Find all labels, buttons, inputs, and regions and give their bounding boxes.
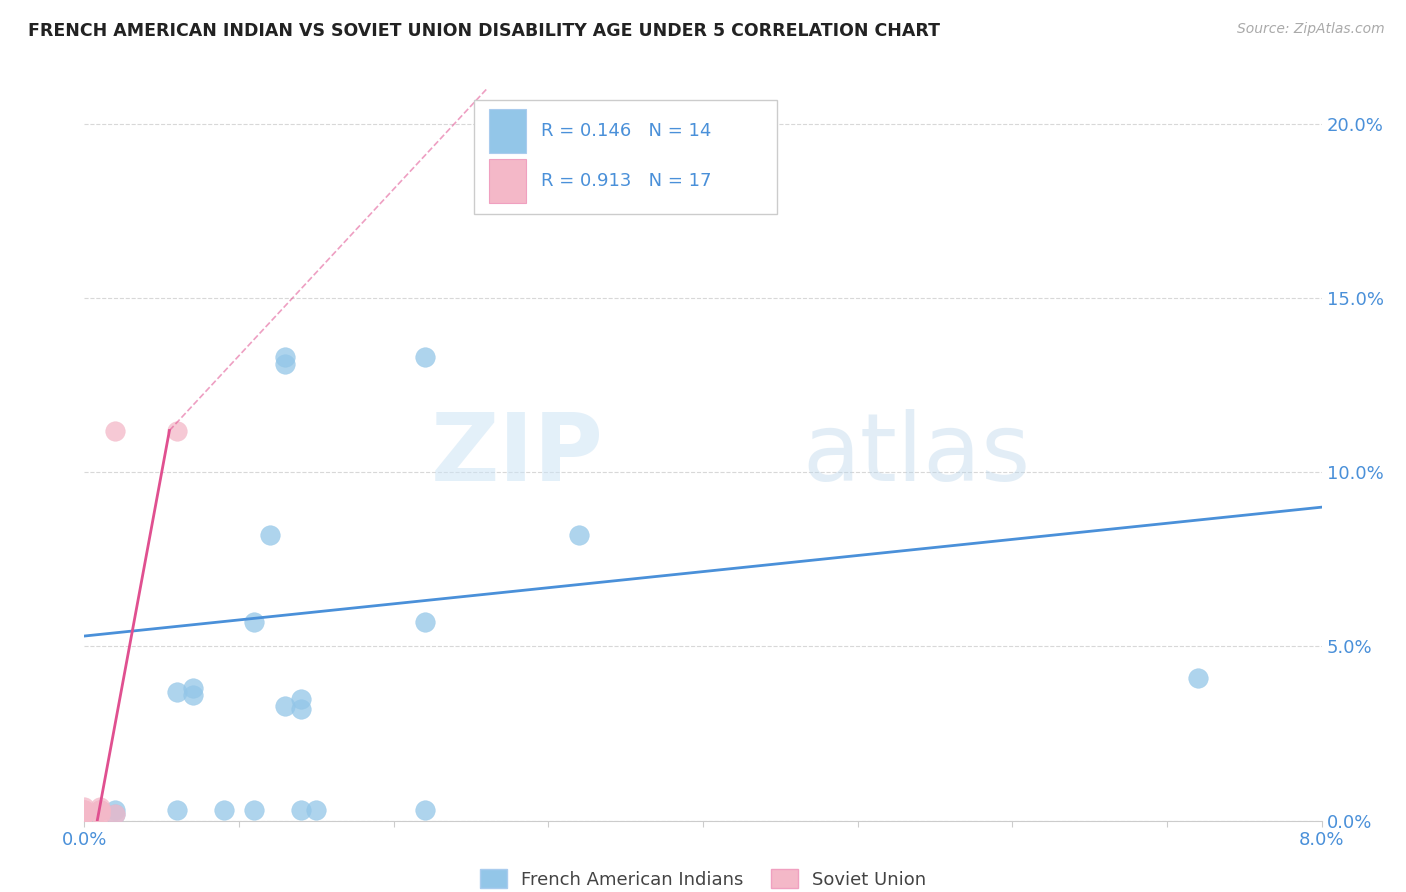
Point bbox=[89, 803, 111, 817]
Point bbox=[274, 357, 297, 371]
Point bbox=[104, 806, 127, 821]
Point bbox=[89, 803, 111, 817]
Point bbox=[212, 803, 235, 817]
Text: atlas: atlas bbox=[801, 409, 1031, 501]
Point bbox=[243, 803, 266, 817]
Point bbox=[274, 698, 297, 713]
Text: ZIP: ZIP bbox=[432, 409, 605, 501]
Point bbox=[73, 806, 96, 821]
Point bbox=[305, 803, 328, 817]
Point bbox=[290, 691, 312, 706]
Point bbox=[274, 351, 297, 365]
Point bbox=[290, 702, 312, 716]
Point bbox=[89, 799, 111, 814]
Point bbox=[104, 803, 127, 817]
Point bbox=[568, 528, 591, 542]
Point bbox=[166, 803, 188, 817]
Text: FRENCH AMERICAN INDIAN VS SOVIET UNION DISABILITY AGE UNDER 5 CORRELATION CHART: FRENCH AMERICAN INDIAN VS SOVIET UNION D… bbox=[28, 22, 941, 40]
Point bbox=[89, 803, 111, 817]
Point bbox=[104, 806, 127, 821]
Point bbox=[1187, 671, 1209, 685]
Text: R = 0.146   N = 14: R = 0.146 N = 14 bbox=[541, 122, 711, 140]
Point bbox=[181, 681, 204, 696]
Point bbox=[73, 803, 96, 817]
Point bbox=[259, 528, 281, 542]
Point bbox=[73, 806, 96, 821]
Point bbox=[568, 197, 591, 211]
FancyBboxPatch shape bbox=[489, 109, 526, 153]
Point bbox=[89, 806, 111, 821]
Point bbox=[166, 685, 188, 699]
Point bbox=[73, 803, 96, 817]
Point bbox=[89, 806, 111, 821]
Point bbox=[243, 615, 266, 629]
Point bbox=[413, 615, 436, 629]
Point bbox=[73, 803, 96, 817]
Point bbox=[73, 806, 96, 821]
FancyBboxPatch shape bbox=[489, 159, 526, 202]
FancyBboxPatch shape bbox=[474, 100, 778, 213]
Point bbox=[290, 803, 312, 817]
Text: R = 0.913   N = 17: R = 0.913 N = 17 bbox=[541, 171, 711, 190]
Point bbox=[89, 803, 111, 817]
Legend: French American Indians, Soviet Union: French American Indians, Soviet Union bbox=[472, 862, 934, 892]
Point bbox=[166, 424, 188, 438]
Point bbox=[181, 688, 204, 702]
Point bbox=[104, 424, 127, 438]
Text: Source: ZipAtlas.com: Source: ZipAtlas.com bbox=[1237, 22, 1385, 37]
Point bbox=[413, 803, 436, 817]
Point bbox=[73, 806, 96, 821]
Point bbox=[413, 351, 436, 365]
Point bbox=[73, 799, 96, 814]
